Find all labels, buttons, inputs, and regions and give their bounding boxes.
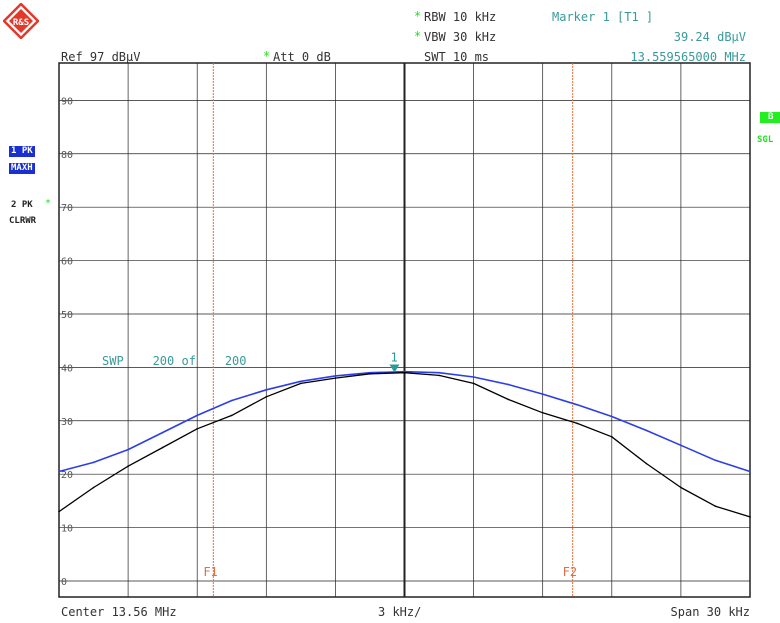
trace-point [265,389,268,391]
rbw-changed-mark: * [414,9,422,23]
y-tick-label: 0 [61,577,67,588]
marker-1-label: 1 [390,350,397,364]
sweep-count: SWP 200 of 200 [102,354,247,368]
trace-point [92,461,95,464]
y-tick-label: 60 [61,257,73,268]
trace-point [680,444,682,447]
trace-point [334,377,337,379]
y-tick-label: 70 [61,203,73,214]
trace-point [714,459,717,462]
trace-point [300,382,302,385]
center-frequency: Center 13.56 MHz [61,605,177,619]
trace-point [472,376,475,378]
trace-point [265,395,268,398]
trace2-mode: CLRWR [9,216,37,226]
trace2-label: 2 PK [11,200,33,210]
vbw-readout: VBW 30 kHz [424,30,497,44]
sweep-time-readout: SWT 10 ms [424,50,490,64]
y-tick-label: 30 [61,417,73,428]
trace-point [507,383,509,386]
marker-1-symbol [389,364,400,373]
trace-point [576,403,579,406]
trace1-mode: MAXH [9,163,35,174]
trace-point [58,470,60,473]
marker-layer: 1 [389,350,400,373]
trace-point [438,374,440,377]
logo-letters: R&S [13,18,29,28]
vbw-changed-mark: * [414,29,422,43]
marker-level: 39.24 dBµV [673,30,746,44]
trace-point [127,448,129,451]
y-tick-label: 40 [61,363,73,374]
trace-point [611,436,613,438]
trace-point [300,380,302,383]
trace-point [541,393,544,395]
marker-title: Marker 1 [T1 ] [552,10,654,24]
trace-point [472,382,475,385]
y-tick-label: 80 [61,150,73,161]
trace-point [438,371,440,374]
attenuation-readout: Att 0 dB [273,50,331,64]
trace-point [714,505,717,508]
y-tick-label: 90 [61,96,73,107]
trace1-label: 1 PK [9,146,35,157]
marker-frequency: 13.559565000 MHz [630,50,746,64]
y-tick-labels: 90 80 70 60 50 40 30 20 10 0 [61,96,73,588]
trace-point [161,431,164,434]
reference-level-readout: Ref 97 dBµV [61,50,141,64]
y-tick-label: 20 [61,470,73,481]
y-tick-label: 50 [61,310,73,321]
trace-point [645,429,648,432]
trace-point [230,399,233,402]
frequency-line-label: F2 [563,565,577,579]
trace-point [749,516,751,518]
rbw-readout: RBW 10 kHz [424,10,497,24]
span-readout: Span 30 kHz [670,605,750,619]
trace-point [645,462,648,465]
trace-point [749,470,751,473]
sweep-badge: B [760,112,780,123]
trace2-changed-mark: * [45,198,52,209]
trace-point [92,486,95,489]
trace-point [611,415,613,418]
y-tick-label: 10 [61,524,73,535]
frequency-line-label: F1 [203,565,217,579]
trace-point [541,411,544,414]
rohde-schwarz-logo: R&S [3,3,39,39]
traces [58,370,751,518]
span-per-division: 3 kHz/ [378,605,422,619]
trace-point [680,486,682,489]
frequency-lines: F1 F2 [203,63,577,597]
trace-point [196,427,198,430]
trace-point [576,422,579,425]
att-changed-mark: * [263,49,271,63]
trace-point [58,510,60,513]
trace-point [127,465,129,467]
grid [58,62,751,598]
trace-point [230,414,233,417]
trace-point [403,371,406,374]
trace-point [507,398,509,401]
trace-point [161,446,164,449]
trace-point [369,372,371,375]
trace-point [334,375,337,377]
single-sweep-label: SGL [757,135,774,145]
trace-point [196,414,198,417]
